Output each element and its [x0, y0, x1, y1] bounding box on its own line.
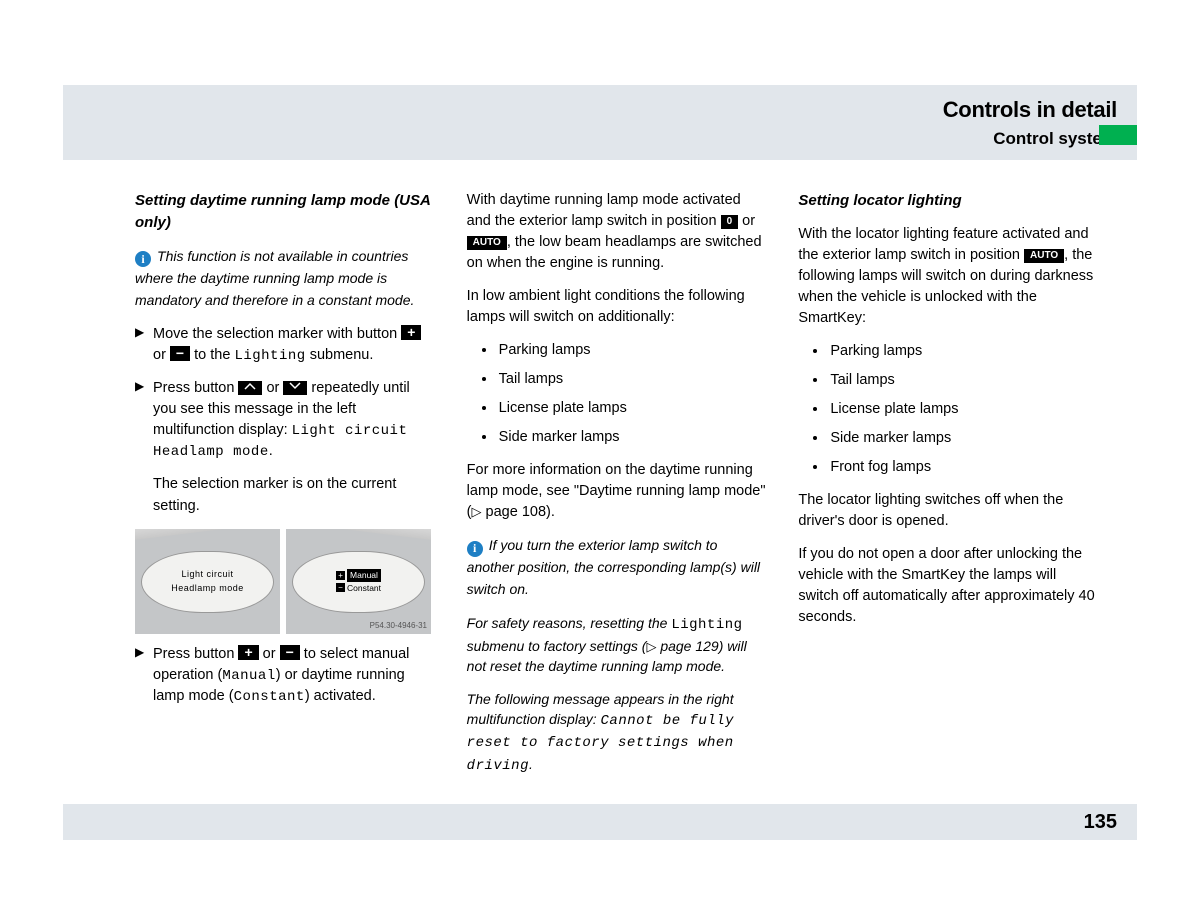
step2-note: The selection marker is on the current s… [153, 474, 437, 516]
display-panel-right: + Manual − Constant P54.30-4946-31 [286, 529, 431, 634]
constant-word: Constant [234, 689, 305, 705]
step-marker: ▶ [135, 378, 153, 463]
col1-info1: i This function is not available in coun… [135, 246, 437, 312]
lighting-word: Lighting [671, 617, 742, 633]
opt1: Manual [347, 569, 381, 581]
list-item: Tail lamps [828, 370, 1100, 391]
p1c: , the low beam headlamps are switched on… [467, 234, 762, 271]
s2a: Press button [153, 380, 238, 396]
s3b: or [259, 646, 280, 662]
s1b: or [153, 347, 170, 363]
step3-body: Press button + or − to select manual ope… [153, 644, 437, 708]
info1-text: This function is not available in countr… [135, 248, 414, 308]
opt2: Constant [347, 582, 381, 594]
manual-word: Manual [222, 668, 275, 684]
col2-info2: i If you turn the exterior lamp switch t… [467, 535, 769, 601]
plus-button-icon: + [238, 645, 258, 660]
list-item: License plate lamps [497, 398, 769, 419]
lens-l1: Light circuit [181, 568, 233, 581]
s1d: submenu. [306, 347, 374, 363]
info-icon: i [135, 251, 151, 267]
col1-heading: Setting daytime running lamp mode (USA o… [135, 190, 437, 234]
opt-constant: − Constant [336, 582, 381, 594]
s1a: Move the selection marker with button [153, 326, 401, 342]
list-item: Side marker lamps [828, 428, 1100, 449]
header-bar: Controls in detail Control system [63, 85, 1137, 160]
figure-label: P54.30-4946-31 [370, 620, 427, 632]
zero-badge-icon: 0 [721, 215, 739, 229]
lens-l2: Headlamp mode [171, 582, 244, 595]
col3-p3: If you do not open a door after unlockin… [798, 544, 1100, 628]
auto-badge-icon: AUTO [1024, 249, 1064, 263]
info2-text: If you turn the exterior lamp switch to … [467, 537, 760, 597]
opt-manual: + Manual [336, 569, 381, 581]
up-button-icon [238, 381, 262, 395]
content-area: Setting daytime running lamp mode (USA o… [135, 190, 1100, 788]
list-item: Parking lamps [497, 340, 769, 361]
s2end: . [269, 443, 273, 459]
column-1: Setting daytime running lamp mode (USA o… [135, 190, 437, 788]
col2-bullets: Parking lamps Tail lamps License plate l… [497, 340, 769, 448]
lighting-word: Lighting [234, 348, 305, 364]
list-item: Side marker lamps [497, 427, 769, 448]
col3-bullets: Parking lamps Tail lamps License plate l… [828, 341, 1100, 478]
col2-info4: The following message appears in the rig… [467, 689, 769, 776]
s3a: Press button [153, 646, 238, 662]
step-2: ▶ Press button or repeatedly until you s… [135, 378, 437, 463]
column-3: Setting locator lighting With the locato… [798, 190, 1100, 788]
col3-p1: With the locator lighting feature activa… [798, 224, 1100, 329]
shaft-deco [286, 529, 431, 541]
p1a: With daytime running lamp mode activated… [467, 192, 741, 229]
p3b: page 108). [482, 504, 555, 520]
display-lens-left: Light circuit Headlamp mode [141, 551, 274, 613]
minus-box-icon: − [336, 583, 345, 592]
minus-button-icon: − [170, 346, 190, 361]
down-button-icon [283, 381, 307, 395]
display-figure: Light circuit Headlamp mode + Manual − C… [135, 529, 437, 634]
minus-button-icon: − [280, 645, 300, 660]
display-panel-left: Light circuit Headlamp mode [135, 529, 280, 634]
page-ref-icon: ▷ [472, 504, 482, 519]
list-item: Parking lamps [828, 341, 1100, 362]
s1c: to the [190, 347, 234, 363]
s3e: ) activated. [305, 688, 376, 704]
list-item: Front fog lamps [828, 457, 1100, 478]
page-number: 135 [1084, 811, 1117, 834]
page-ref-icon: ▷ [646, 639, 656, 654]
col3-heading: Setting locator lighting [798, 190, 1100, 212]
col2-info3: For safety reasons, resetting the Lighti… [467, 613, 769, 676]
footer-bar: 135 [63, 804, 1137, 840]
shaft-deco [135, 529, 280, 541]
step-marker: ▶ [135, 644, 153, 708]
col2-p1: With daytime running lamp mode activated… [467, 190, 769, 274]
p1b: or [738, 213, 755, 229]
display-lens-right: + Manual − Constant [292, 551, 425, 613]
auto-badge-icon: AUTO [467, 236, 507, 250]
col2-p3: For more information on the daytime runn… [467, 460, 769, 523]
plus-box-icon: + [336, 571, 345, 580]
col3-p2: The locator lighting switches off when t… [798, 490, 1100, 532]
col2-p2: In low ambient light conditions the foll… [467, 286, 769, 328]
step1-body: Move the selection marker with button + … [153, 324, 437, 366]
step-1: ▶ Move the selection marker with button … [135, 324, 437, 366]
column-2: With daytime running lamp mode activated… [467, 190, 769, 788]
section-tab-green [1099, 125, 1137, 145]
header-inner: Controls in detail Control system [83, 97, 1117, 152]
info-icon: i [467, 541, 483, 557]
plus-button-icon: + [401, 325, 421, 340]
i3a: For safety reasons, resetting the [467, 615, 672, 631]
header-title: Controls in detail [83, 97, 1117, 123]
step-marker: ▶ [135, 324, 153, 366]
i3b: submenu to factory settings ( [467, 638, 647, 654]
i4end: . [529, 756, 533, 772]
step2-body: Press button or repeatedly until you see… [153, 378, 437, 463]
s2b: or [262, 380, 283, 396]
list-item: License plate lamps [828, 399, 1100, 420]
step-3: ▶ Press button + or − to select manual o… [135, 644, 437, 708]
list-item: Tail lamps [497, 369, 769, 390]
